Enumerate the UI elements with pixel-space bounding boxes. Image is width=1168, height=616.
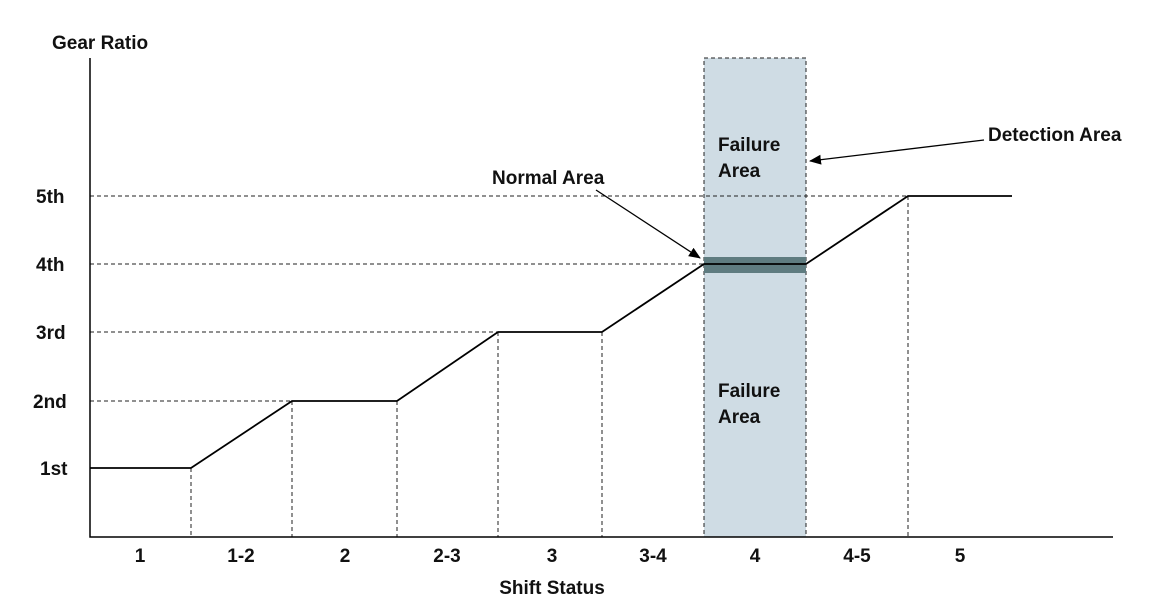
failure-area-label: Area [718,407,761,428]
shift-label: 4-5 [843,546,871,567]
normal-area-band [704,257,806,273]
shift-label: 1-2 [227,546,254,567]
detection-area-label: Detection Area [988,125,1122,146]
vertical-guides [190,196,909,537]
horizontal-guides [90,195,908,402]
gear-label: 5th [36,187,65,208]
failure-area-label: Failure [718,135,780,156]
detection-area [703,57,807,538]
normal-area-label: Normal Area [492,168,605,189]
shift-label: 5 [955,546,966,567]
gear-label: 1st [40,459,68,480]
failure-area-label: Area [718,161,761,182]
gear-ratio-line [90,195,1012,469]
gear-label: 4th [36,255,65,276]
shift-label: 4 [750,546,761,567]
detection-area-arrow [809,139,985,165]
x-axis-title: Shift Status [499,578,605,599]
normal-area-arrow [595,189,701,259]
shift-label: 1 [135,546,146,567]
y-axis-title: Gear Ratio [52,33,148,54]
shift-label: 2-3 [433,546,460,567]
axes [89,58,1113,538]
gear-label: 3rd [36,323,66,344]
gear-label: 2nd [33,392,67,413]
shift-label: 3-4 [639,546,667,567]
shift-label: 3 [547,546,558,567]
shift-label: 2 [340,546,351,567]
failure-area-label: Failure [718,381,780,402]
